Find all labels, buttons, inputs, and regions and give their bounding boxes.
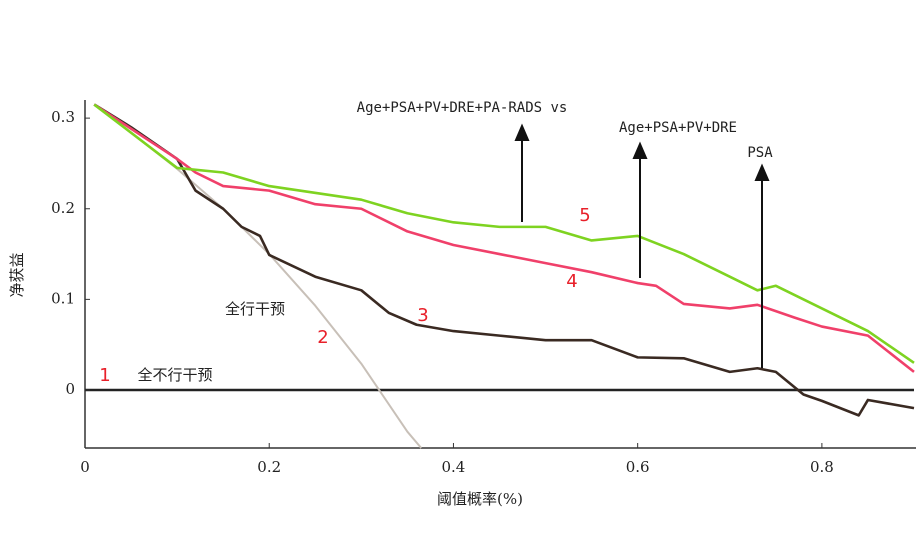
y-tick-label: 0.1 bbox=[51, 289, 75, 307]
series-line bbox=[93, 103, 915, 364]
x-tick-label: 0.2 bbox=[257, 458, 281, 476]
arrow-head bbox=[754, 163, 770, 181]
y-tick-label: 0.3 bbox=[51, 108, 75, 126]
curve-number: 3 bbox=[417, 305, 428, 326]
curve-number: 2 bbox=[317, 327, 328, 348]
series-line bbox=[93, 103, 422, 449]
arrows bbox=[514, 123, 770, 368]
curve-number: 4 bbox=[566, 271, 577, 292]
annotation: Age+PSA+PV+DRE+PA-RADS vs bbox=[357, 100, 568, 116]
x-tick-label: 0.4 bbox=[442, 458, 466, 476]
arrow-head bbox=[632, 141, 648, 159]
annotation: PSA bbox=[747, 145, 773, 161]
x-tick-label: 0.6 bbox=[626, 458, 650, 476]
series-line bbox=[93, 103, 915, 417]
curve-number: 1 bbox=[99, 365, 110, 386]
annotation: 全行干预 bbox=[225, 300, 285, 318]
annotation: 全不行干预 bbox=[137, 366, 212, 384]
y-tick-label: 0 bbox=[65, 380, 75, 398]
series-line bbox=[93, 103, 915, 373]
y-axis-label: 净获益 bbox=[8, 252, 26, 297]
arrow-head bbox=[514, 123, 530, 141]
curve-number: 5 bbox=[579, 205, 590, 226]
x-tick-label: 0 bbox=[80, 458, 90, 476]
x-axis-label: 阈值概率(%) bbox=[437, 490, 523, 508]
x-tick-label: 0.8 bbox=[810, 458, 834, 476]
y-tick-label: 0.2 bbox=[51, 199, 75, 217]
annotation: Age+PSA+PV+DRE bbox=[619, 120, 737, 136]
